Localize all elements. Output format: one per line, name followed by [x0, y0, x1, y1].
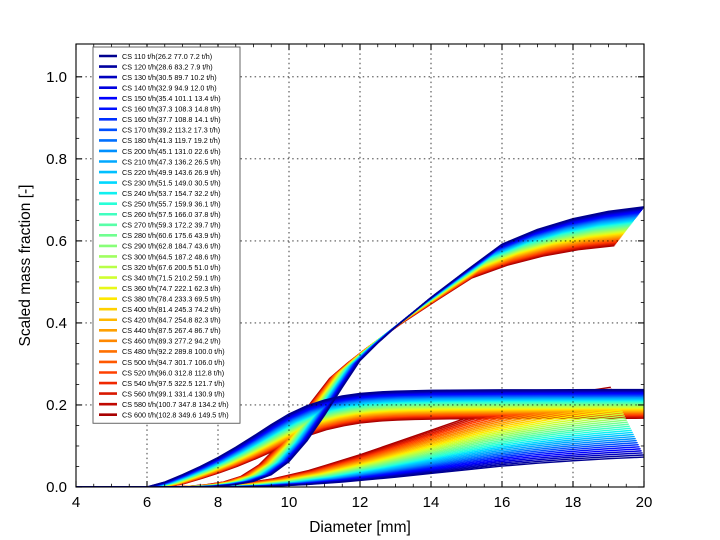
- legend-label: CS 460 t/h(89.3 277.2 94.2 t/h): [122, 337, 221, 346]
- series-curve: [76, 206, 644, 487]
- legend-box[interactable]: [92, 46, 241, 424]
- legend-label: CS 320 t/h(67.6 200.5 51.0 t/h): [122, 263, 221, 272]
- legend-label: CS 160 t/h(37.3 108.3 14.8 t/h): [122, 105, 221, 114]
- xtick-label: 20: [636, 494, 653, 511]
- ytick-label: 0.2: [46, 397, 67, 414]
- axis-ticks: [75, 44, 645, 488]
- legend-label: CS 110 t/h(26.2 77.0 7.2 t/h): [122, 52, 212, 61]
- legend-label: CS 170 t/h(39.2 113.2 17.3 t/h): [122, 126, 220, 135]
- axis-labels: 4 6 8 10 12 14 16 18 20 0.0 0.2 0.4 0.6 0.8 1.0 Diamete…: [17, 69, 652, 536]
- legend-label: CS 280 t/h(60.6 175.6 43.9 t/h): [122, 231, 221, 240]
- legend-label: CS 480 t/h(92.2 289.8 100.0 t/h): [122, 347, 225, 356]
- ytick-label: 0.8: [46, 151, 67, 168]
- ytick-label: 0.0: [46, 479, 67, 496]
- legend-label: CS 420 t/h(84.7 254.8 82.3 t/h): [122, 316, 221, 325]
- y-axis-label: Scaled mass fraction [-]: [17, 185, 34, 347]
- xtick-label: 4: [72, 494, 80, 511]
- legend-label: CS 120 t/h(28.6 83.2 7.9 t/h): [122, 62, 213, 71]
- legend-label: CS 560 t/h(99.1 331.4 130.9 t/h): [122, 389, 225, 398]
- legend-label: CS 230 t/h(51.5 149.0 30.5 t/h): [122, 178, 221, 187]
- legend-label: CS 270 t/h(59.3 172.2 39.7 t/h): [122, 221, 221, 230]
- legend-label: CS 210 t/h(47.3 136.2 26.5 t/h): [122, 157, 221, 166]
- series-curve: [76, 456, 644, 487]
- series-curve: [76, 388, 644, 487]
- legend-label: CS 290 t/h(62.8 184.7 43.6 t/h): [122, 242, 221, 251]
- xtick-label: 18: [565, 494, 582, 511]
- chart-legend[interactable]: CS 110 t/h(26.2 77.0 7.2 t/h)CS 120 t/h(…: [92, 46, 241, 424]
- legend-label: CS 240 t/h(53.7 154.7 32.2 t/h): [122, 189, 221, 198]
- legend-label: CS 250 t/h(55.7 159.9 36.1 t/h): [122, 200, 221, 209]
- xtick-label: 16: [494, 494, 511, 511]
- xtick-label: 10: [281, 494, 298, 511]
- ytick-label: 1.0: [46, 69, 67, 86]
- legend-label: CS 500 t/h(94.7 301.7 106.0 t/h): [122, 358, 225, 367]
- legend-label: CS 200 t/h(45.1 131.0 22.6 t/h): [122, 147, 221, 156]
- legend-label: CS 180 t/h(41.3 119.7 19.2 t/h): [122, 136, 220, 145]
- ytick-label: 0.4: [46, 315, 67, 332]
- legend-label: CS 600 t/h(102.8 349.6 149.5 t/h): [122, 411, 229, 420]
- x-axis-label: Diameter [mm]: [309, 519, 411, 536]
- xtick-label: 14: [423, 494, 440, 511]
- legend-label: CS 360 t/h(74.7 222.1 62.3 t/h): [122, 284, 221, 293]
- legend-label: CS 380 t/h(78.4 233.3 69.5 t/h): [122, 294, 221, 303]
- legend-label: CS 520 t/h(96.0 312.8 112.8 t/h): [122, 368, 224, 377]
- legend-label: CS 400 t/h(81.4 245.3 74.2 t/h): [122, 305, 221, 314]
- legend-label: CS 160 t/h(37.7 108.8 14.1 t/h): [122, 115, 221, 124]
- legend-label: CS 260 t/h(57.5 166.0 37.8 t/h): [122, 210, 221, 219]
- legend-label: CS 220 t/h(49.9 143.6 26.9 t/h): [122, 168, 221, 177]
- curves-layer: [76, 206, 644, 487]
- legend-label: CS 140 t/h(32.9 94.9 12.0 t/h): [122, 83, 217, 92]
- legend-label: CS 150 t/h(35.4 101.1 13.4 t/h): [122, 94, 221, 103]
- xtick-label: 8: [214, 494, 222, 511]
- legend-label: CS 440 t/h(87.5 267.4 86.7 t/h): [122, 326, 221, 335]
- xtick-label: 12: [352, 494, 369, 511]
- legend-label: CS 340 t/h(71.5 210.2 59.1 t/h): [122, 273, 221, 282]
- legend-label: CS 300 t/h(64.5 187.2 48.6 t/h): [122, 252, 221, 261]
- xtick-label: 6: [143, 494, 151, 511]
- legend-label: CS 130 t/h(30.5 89.7 10.2 t/h): [122, 73, 217, 82]
- legend-label: CS 540 t/h(97.5 322.5 121.7 t/h): [122, 379, 225, 388]
- ytick-label: 0.6: [46, 233, 67, 250]
- legend-label: CS 580 t/h(100.7 347.8 134.2 t/h): [122, 400, 229, 409]
